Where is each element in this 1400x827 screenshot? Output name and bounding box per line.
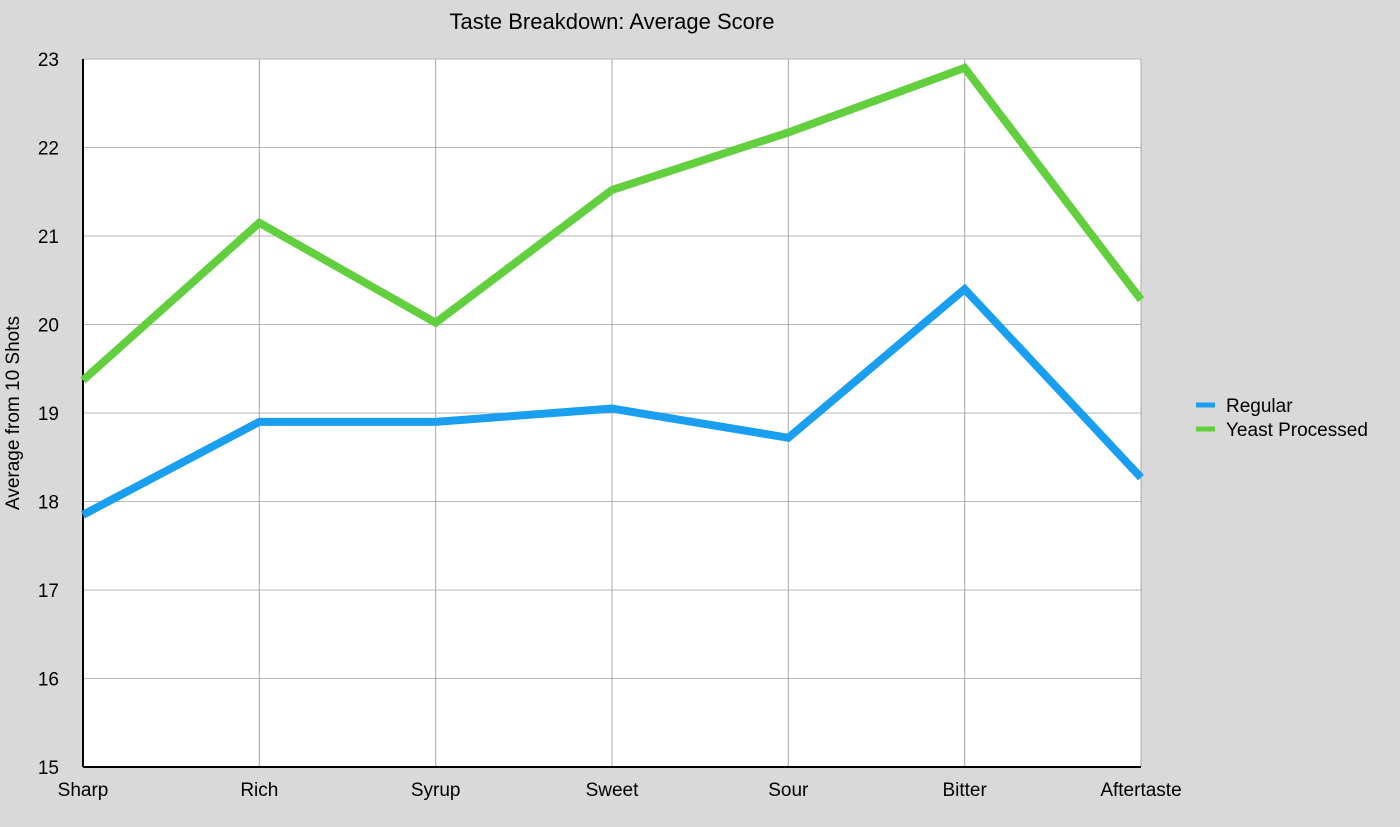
x-tick-label: Sweet — [586, 780, 640, 801]
y-tick-label: 17 — [38, 581, 59, 602]
x-tick-label: Bitter — [942, 780, 987, 801]
y-tick-label: 20 — [38, 316, 59, 337]
y-tick-label: 18 — [38, 493, 59, 514]
y-tick-label: 16 — [38, 670, 59, 691]
series — [80, 63, 1145, 519]
legend-label: Regular — [1226, 396, 1293, 417]
y-tick-label: 15 — [38, 758, 59, 779]
y-axis-label: Average from 10 Shots — [3, 316, 24, 510]
x-tick-label: Aftertaste — [1100, 780, 1181, 801]
legend: Regular Yeast Processed — [1196, 396, 1368, 441]
y-tick-labels: 15 16 17 18 19 20 21 22 23 — [38, 50, 59, 779]
y-tick-label: 21 — [38, 227, 59, 248]
chart-title: Taste Breakdown: Average Score — [450, 9, 775, 34]
x-tick-label: Sharp — [58, 780, 109, 801]
legend-label: Yeast Processed — [1226, 420, 1368, 441]
series-line — [80, 63, 1145, 384]
y-tick-label: 19 — [38, 404, 59, 425]
y-tick-label: 22 — [38, 139, 59, 160]
series-line — [81, 283, 1144, 519]
x-tick-labels: Sharp Rich Syrup Sweet Sour Bitter Aftertaste — [58, 780, 1182, 801]
y-tick-label: 23 — [38, 50, 59, 71]
grid — [83, 58, 1142, 768]
x-tick-label: Rich — [240, 780, 278, 801]
x-tick-label: Syrup — [411, 780, 461, 801]
axes — [82, 59, 1141, 768]
x-tick-label: Sour — [768, 780, 809, 801]
